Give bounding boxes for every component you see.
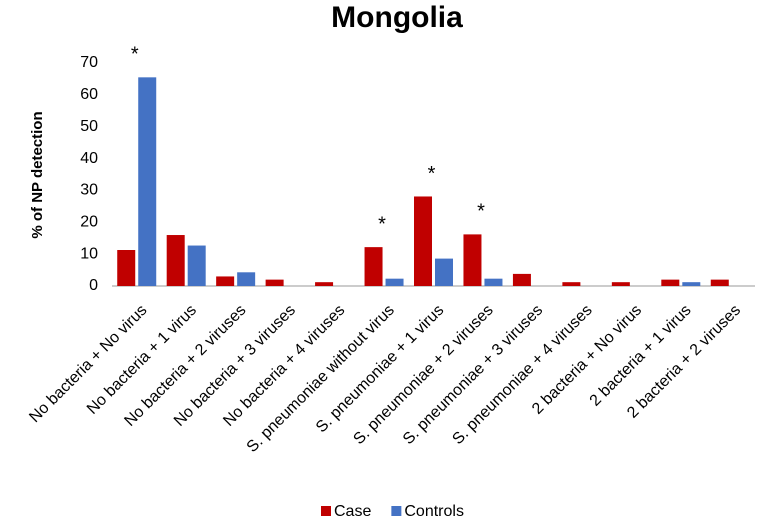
y-tick-label: 40 — [80, 150, 98, 167]
bar — [138, 77, 157, 286]
bar — [414, 196, 432, 286]
bar — [682, 282, 701, 286]
bar — [512, 273, 531, 286]
y-tick-label: 10 — [80, 245, 98, 262]
y-tick-label: 20 — [80, 214, 98, 231]
bar — [611, 282, 630, 286]
y-axis-label: % of NP detection — [29, 111, 46, 238]
bar — [484, 278, 503, 286]
annotation: * — [477, 201, 485, 223]
bar — [315, 282, 334, 286]
bar — [216, 276, 235, 286]
legend-swatch — [321, 506, 331, 516]
legend-label: Case — [334, 503, 371, 520]
bar — [166, 235, 185, 286]
bar — [435, 258, 453, 286]
bar — [562, 282, 581, 286]
bar — [661, 279, 680, 286]
bar — [117, 250, 136, 286]
bar — [187, 245, 206, 286]
chart-title: Mongolia — [331, 1, 463, 34]
y-tick-label: 70 — [80, 54, 98, 71]
legend-label: Controls — [404, 503, 464, 520]
bar — [710, 279, 729, 286]
y-tick-label: 0 — [89, 277, 98, 294]
y-tick-label: 60 — [80, 86, 98, 103]
annotation: * — [428, 163, 436, 185]
bar — [385, 278, 404, 286]
y-tick-label: 30 — [80, 182, 98, 199]
annotation: * — [131, 44, 139, 66]
bar — [463, 234, 482, 286]
bar — [237, 272, 256, 286]
y-tick-label: 50 — [80, 118, 98, 135]
annotation: * — [378, 213, 386, 235]
bar — [364, 247, 383, 286]
bar — [265, 279, 284, 286]
legend-swatch — [391, 506, 402, 516]
